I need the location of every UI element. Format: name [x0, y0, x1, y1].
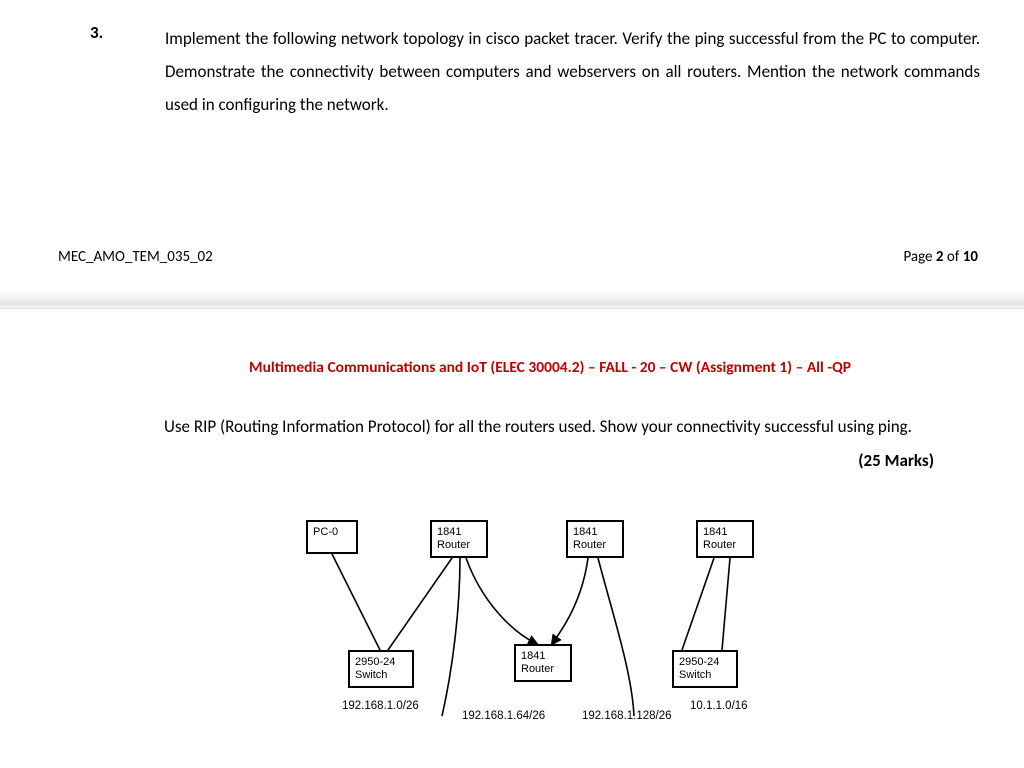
page-separator [0, 290, 1024, 309]
topology-node-r4: 1841Router [514, 644, 572, 682]
network-label-1: 192.168.1.64/26 [462, 710, 545, 722]
page-footer: MEC_AMO_TEM_035_02 Page 2 of 10 [58, 248, 978, 266]
network-topology-diagram: PC-0 1841Router 1841Router 1841Router 2950-2… [282, 502, 802, 732]
question-block: 3. Implement the following network topol… [90, 22, 980, 121]
topology-edge-2 [442, 558, 460, 716]
topology-edge-1 [388, 558, 452, 650]
document-page: 3. Implement the following network topol… [0, 0, 1024, 768]
topology-edge-5 [598, 558, 634, 716]
topology-edge-4 [552, 558, 588, 644]
topology-node-r1: 1841Router [430, 520, 488, 558]
topology-node-pc0: PC-0 [306, 520, 358, 554]
question-number: 3. [90, 22, 103, 43]
footer-page-current: 2 [936, 248, 944, 266]
topology-edge-6 [682, 558, 714, 650]
topology-edge-0 [332, 554, 380, 650]
footer-doc-id: MEC_AMO_TEM_035_02 [58, 248, 213, 266]
network-label-2: 192.168.1.128/26 [582, 710, 672, 722]
topology-node-sw1: 2950-24Switch [348, 650, 414, 688]
network-label-3: 10.1.1.0/16 [690, 700, 748, 712]
topology-edge-7 [722, 558, 730, 650]
marks-label: (25 Marks) [858, 444, 934, 478]
course-header: Multimedia Communications and IoT (ELEC … [160, 358, 940, 377]
footer-page-prefix: Page [903, 248, 935, 266]
rip-instruction-text: Use RIP (Routing Information Protocol) f… [164, 416, 912, 437]
question-continuation: Use RIP (Routing Information Protocol) f… [164, 410, 934, 478]
topology-node-r2: 1841Router [566, 520, 624, 558]
footer-page-total: 10 [963, 248, 978, 266]
footer-page-of: of [944, 248, 963, 266]
topology-node-r3: 1841Router [696, 520, 754, 558]
question-text: Implement the following network topology… [165, 22, 980, 121]
network-label-0: 192.168.1.0/26 [342, 700, 419, 712]
topology-node-sw2: 2950-24Switch [672, 650, 738, 688]
footer-page-indicator: Page 2 of 10 [903, 248, 978, 266]
topology-edge-3 [466, 558, 537, 644]
